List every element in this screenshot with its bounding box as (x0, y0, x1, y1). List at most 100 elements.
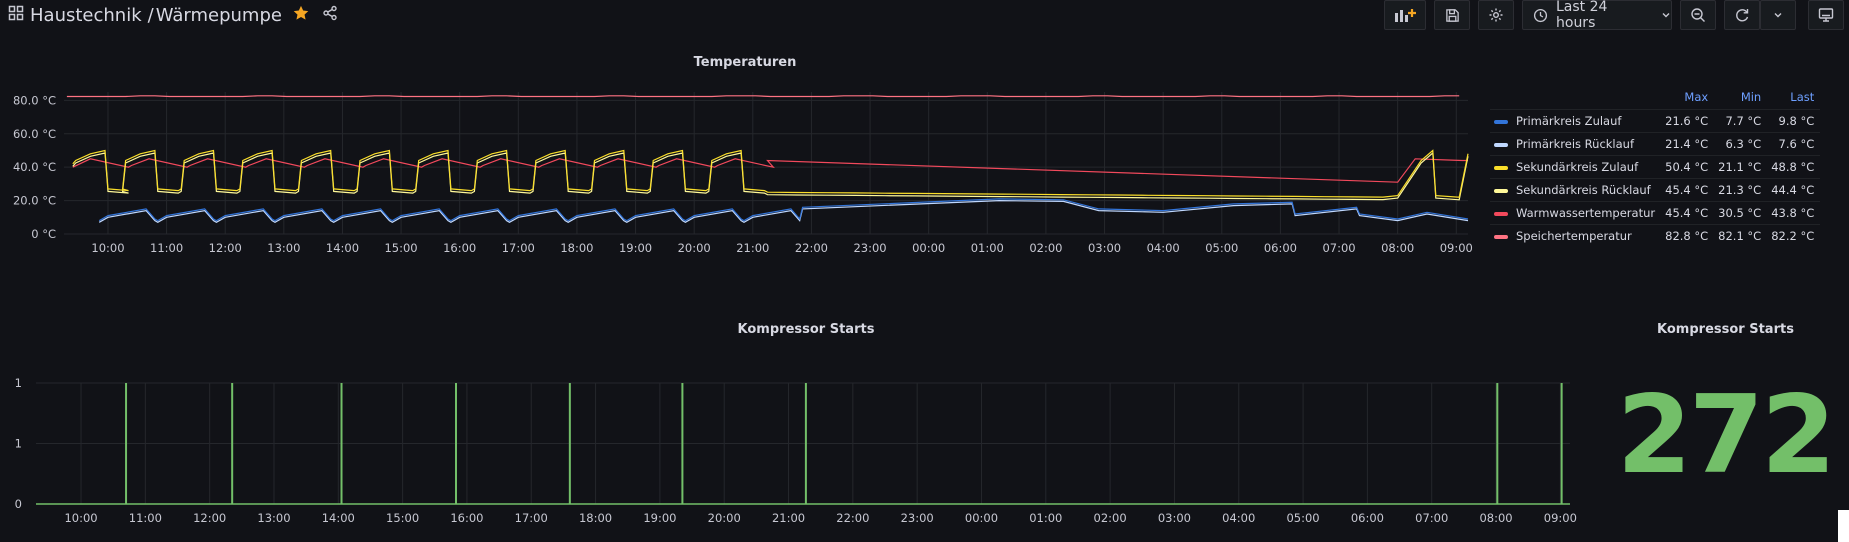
x-tick-label: 13:00 (257, 511, 290, 525)
series-primaerkreis-zulauf[interactable] (98, 198, 1469, 222)
stat-value: 272 (1616, 373, 1836, 498)
legend-value-max: 82.8 °C (1661, 224, 1715, 247)
x-tick-label: 09:00 (1544, 511, 1577, 525)
series-warmwassertemperatur[interactable] (72, 158, 1468, 183)
series-sekundaerkreis-ruecklauf[interactable] (72, 151, 1469, 201)
y-tick-label: 1 (15, 376, 22, 390)
series-sekundaerkreis-zulauf[interactable] (72, 149, 1469, 198)
y-tick-label: 1 (15, 437, 22, 451)
legend-label: Primärkreis Zulauf (1516, 114, 1622, 128)
x-tick-label: 16:00 (443, 241, 476, 255)
series-primaerkreis-ruecklauf[interactable] (98, 199, 1469, 223)
legend-value-last: 44.4 °C (1767, 178, 1821, 202)
settings-icon (1488, 7, 1504, 23)
clock-icon (1533, 8, 1548, 23)
legend-header-last[interactable]: Last (1790, 90, 1815, 104)
add-panel-button[interactable] (1384, 0, 1426, 30)
legend-value-min: 21.3 °C (1714, 178, 1768, 202)
refresh-interval-dropdown[interactable] (1760, 0, 1796, 30)
star-icon[interactable] (292, 4, 310, 26)
time-range-picker[interactable]: Last 24 hours (1522, 0, 1672, 31)
tv-mode-icon (1818, 7, 1834, 23)
legend-value-min: 6.3 °C (1714, 132, 1768, 156)
x-tick-label: 14:00 (322, 511, 355, 525)
x-tick-label: 12:00 (193, 511, 226, 525)
x-tick-label: 02:00 (1094, 511, 1127, 525)
x-tick-label: 22:00 (836, 511, 869, 525)
save-icon (1445, 8, 1460, 23)
legend-label: Sekundärkreis Zulauf (1516, 160, 1639, 174)
legend-value-last: 9.8 °C (1767, 109, 1821, 133)
legend-row[interactable]: Sekundärkreis Zulauf 50.4 °C 21.1 °C 48.8 °… (1490, 155, 1821, 179)
refresh-button[interactable] (1724, 0, 1760, 30)
legend-series-name[interactable]: Sekundärkreis Zulauf (1490, 155, 1662, 179)
x-tick-label: 18:00 (560, 241, 593, 255)
y-tick-label: 40.0 °C (13, 160, 56, 174)
starts-chart-grid (36, 382, 1570, 505)
x-tick-label: 03:00 (1088, 241, 1121, 255)
legend-series-name[interactable]: Primärkreis Zulauf (1490, 109, 1662, 133)
x-tick-label: 20:00 (708, 511, 741, 525)
legend-row[interactable]: Warmwassertemperatur 45.4 °C 30.5 °C 43.8 °… (1490, 201, 1821, 225)
legend-row[interactable]: Sekundärkreis Rücklauf 45.4 °C 21.3 °C 44.4… (1490, 178, 1821, 202)
starts-bars[interactable] (36, 383, 1570, 505)
legend-value-min: 82.1 °C (1714, 224, 1768, 247)
zoom-out-button[interactable] (1680, 0, 1716, 30)
x-tick-label: 18:00 (579, 511, 612, 525)
legend-row[interactable]: Speichertemperatur 82.8 °C 82.1 °C 82.2 °C (1490, 224, 1821, 247)
save-dashboard-button[interactable] (1434, 0, 1470, 30)
dashboard-settings-button[interactable] (1478, 0, 1514, 30)
x-tick-label: 21:00 (772, 511, 805, 525)
x-tick-label: 12:00 (209, 241, 242, 255)
legend-header-min[interactable]: Min (1740, 90, 1762, 104)
temperature-x-axis: 10:00 11:00 12:00 13:00 14:00 15:00 16:00 17:00… (91, 241, 1472, 255)
breadcrumb-folder[interactable]: Haustechnik (30, 4, 142, 26)
corner-artifact (1838, 510, 1849, 542)
legend-row[interactable]: Primärkreis Rücklauf 21.4 °C 6.3 °C 7.6 °C (1490, 132, 1821, 156)
legend-value-min: 21.1 °C (1714, 155, 1768, 179)
series-speichertemperatur[interactable] (66, 95, 1460, 98)
x-tick-label: 20:00 (678, 241, 711, 255)
panel-title-temperaturen[interactable]: Temperaturen (693, 55, 797, 70)
x-tick-label: 01:00 (1029, 511, 1062, 525)
x-tick-label: 02:00 (1029, 241, 1062, 255)
temperature-series[interactable] (66, 95, 1469, 223)
legend-series-name[interactable]: Warmwassertemperatur (1490, 201, 1662, 225)
starts-x-axis: 10:00 11:00 12:00 13:00 14:00 15:00 16:00 17:00… (64, 511, 1576, 525)
refresh-icon (1734, 7, 1750, 23)
x-tick-label: 07:00 (1415, 511, 1448, 525)
legend-series-name[interactable]: Speichertemperatur (1490, 224, 1662, 247)
compressor-starts-chart[interactable]: 011 10:00 11:00 12:00 13:00 14:00 15:00 16:00 1… (0, 342, 1590, 542)
temperature-legend: Max Min Last Primärkreis Zulauf 21.6 °C 7.… (1490, 88, 1821, 247)
x-tick-label: 06:00 (1351, 511, 1384, 525)
legend-value-last: 48.8 °C (1767, 155, 1821, 179)
x-tick-label: 09:00 (1440, 241, 1473, 255)
zoom-out-icon (1690, 7, 1706, 23)
legend-swatch (1494, 188, 1508, 193)
legend-series-name[interactable]: Sekundärkreis Rücklauf (1490, 178, 1662, 202)
time-range-label: Last 24 hours (1556, 0, 1608, 31)
x-tick-label: 08:00 (1479, 511, 1512, 525)
legend-series-name[interactable]: Primärkreis Rücklauf (1490, 132, 1662, 156)
x-tick-label: 00:00 (965, 511, 998, 525)
temperature-y-axis: 0 °C 20.0 °C 40.0 °C 60.0 °C 80.0 °C (13, 93, 56, 241)
add-panel-icon (1394, 7, 1416, 23)
temperature-chart[interactable]: 0 °C 20.0 °C 40.0 °C 60.0 °C 80.0 °C 10:00 11… (0, 80, 1480, 320)
x-tick-label: 17:00 (502, 241, 535, 255)
legend-row[interactable]: Primärkreis Zulauf 21.6 °C 7.7 °C 9.8 °C (1490, 109, 1821, 133)
dashboard-title[interactable]: Wärmepumpe (155, 4, 282, 26)
legend-swatch (1494, 142, 1508, 147)
share-icon[interactable] (322, 5, 338, 25)
x-tick-label: 04:00 (1147, 241, 1180, 255)
tv-mode-button[interactable] (1808, 0, 1844, 30)
panel-title-kompressor-starts-stat[interactable]: Kompressor Starts (1657, 322, 1794, 337)
apps-icon[interactable] (8, 5, 24, 25)
x-tick-label: 23:00 (901, 511, 934, 525)
x-tick-label: 03:00 (1158, 511, 1191, 525)
panel-title-kompressor-starts-graph[interactable]: Kompressor Starts (737, 322, 875, 337)
legend-label: Sekundärkreis Rücklauf (1516, 183, 1651, 197)
x-tick-label: 15:00 (384, 241, 417, 255)
legend-swatch (1494, 119, 1508, 124)
legend-header-max[interactable]: Max (1684, 90, 1709, 104)
top-navbar: Haustechnik / Wärmepumpe Last 24 hours (0, 0, 1849, 31)
